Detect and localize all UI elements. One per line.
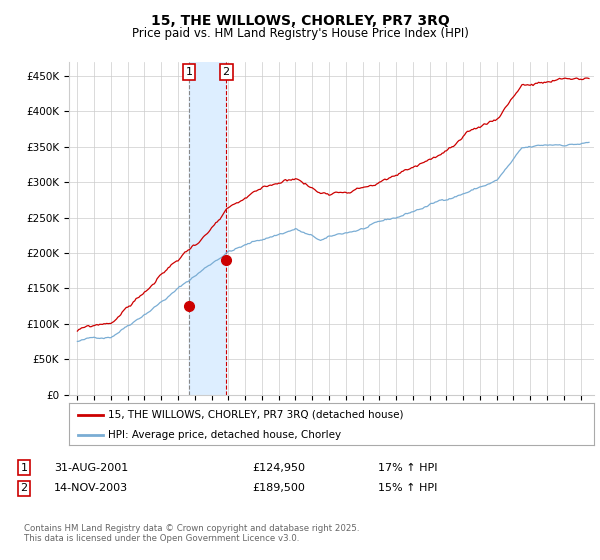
Text: 14-NOV-2003: 14-NOV-2003 <box>54 483 128 493</box>
Text: £124,950: £124,950 <box>252 463 305 473</box>
Text: 2: 2 <box>20 483 28 493</box>
Text: Contains HM Land Registry data © Crown copyright and database right 2025.
This d: Contains HM Land Registry data © Crown c… <box>24 524 359 543</box>
Text: 31-AUG-2001: 31-AUG-2001 <box>54 463 128 473</box>
Text: HPI: Average price, detached house, Chorley: HPI: Average price, detached house, Chor… <box>109 430 341 440</box>
Text: 15% ↑ HPI: 15% ↑ HPI <box>378 483 437 493</box>
Text: £189,500: £189,500 <box>252 483 305 493</box>
Text: 17% ↑ HPI: 17% ↑ HPI <box>378 463 437 473</box>
Text: 15, THE WILLOWS, CHORLEY, PR7 3RQ: 15, THE WILLOWS, CHORLEY, PR7 3RQ <box>151 14 449 28</box>
Text: Price paid vs. HM Land Registry's House Price Index (HPI): Price paid vs. HM Land Registry's House … <box>131 27 469 40</box>
Bar <box>189 62 226 395</box>
Text: 2: 2 <box>223 67 230 77</box>
Text: 15, THE WILLOWS, CHORLEY, PR7 3RQ (detached house): 15, THE WILLOWS, CHORLEY, PR7 3RQ (detac… <box>109 409 404 419</box>
Text: 1: 1 <box>20 463 28 473</box>
Text: 1: 1 <box>185 67 193 77</box>
